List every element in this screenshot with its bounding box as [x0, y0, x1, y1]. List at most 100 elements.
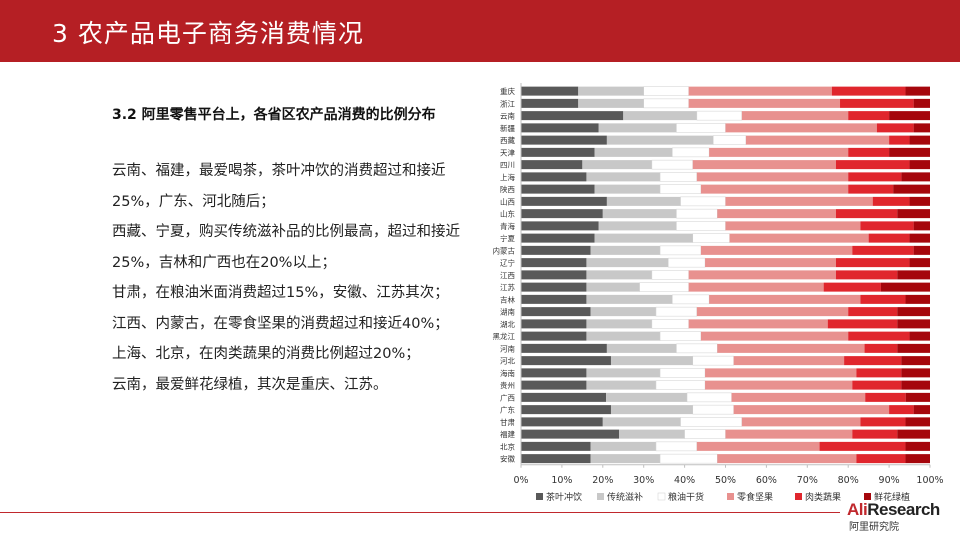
bar-segment: [521, 282, 587, 292]
header-bar: 3 农产品电子商务消费情况: [0, 0, 960, 62]
bar-segment: [848, 307, 898, 317]
category-label: 湖北: [500, 320, 515, 329]
bar-segment: [521, 221, 599, 231]
bar-segment: [840, 98, 914, 108]
bar-segment: [835, 160, 910, 170]
bar-segment: [659, 245, 702, 256]
bar-segment: [889, 135, 910, 145]
x-tick-label: 70%: [797, 475, 818, 486]
bar-segment: [901, 172, 930, 182]
legend-label: 粮油干货: [668, 491, 704, 503]
category-label: 广西: [500, 392, 515, 402]
legend-label: 肉类蔬果: [805, 491, 841, 503]
legend-label: 传统滋补: [607, 491, 643, 503]
logo-subtitle: 阿里研究院: [849, 522, 899, 533]
bar-segment: [655, 306, 698, 317]
bar-segment: [521, 184, 595, 194]
bar-segment: [606, 135, 714, 145]
bar-segment: [521, 294, 587, 304]
bar-segment: [700, 331, 849, 341]
category-label: 浙江: [500, 98, 515, 108]
description-line: 云南，最爱鲜花绿植，其次是重庆、江苏。: [112, 376, 388, 393]
bar-segment: [696, 110, 743, 121]
description-line: 江西、内蒙古，在零食坚果的消费超过和接近40%；: [112, 315, 449, 332]
bar-segment: [659, 331, 702, 341]
bar-segment: [672, 294, 710, 305]
bar-segment: [521, 172, 587, 182]
bar-segment: [651, 270, 689, 280]
bar-segment: [835, 209, 898, 219]
bar-segment: [655, 441, 698, 452]
bar-segment: [521, 429, 620, 439]
bar-segment: [651, 319, 689, 329]
bar-segment: [667, 257, 706, 268]
bar-segment: [521, 343, 607, 353]
bar-segment: [868, 233, 910, 243]
bar-segment: [521, 123, 599, 133]
bar-segment: [521, 417, 603, 427]
bar-segment: [521, 147, 595, 157]
bar-segment: [521, 380, 587, 390]
bar-segment: [521, 258, 587, 268]
bar-segment: [835, 270, 898, 280]
bar-segment: [586, 270, 652, 280]
category-label: 青海: [500, 221, 515, 231]
bar-segment: [521, 86, 579, 96]
category-label: 江西: [500, 271, 515, 280]
bar-segment: [586, 294, 673, 304]
bar-segment: [586, 258, 669, 268]
bar-segment: [686, 392, 732, 403]
bar-segment: [897, 270, 930, 280]
bar-segment: [709, 147, 849, 157]
bar-segment: [521, 331, 587, 341]
bar-segment: [909, 233, 930, 243]
bar-segment: [680, 196, 726, 207]
bar-segment: [643, 98, 689, 109]
bar-segment: [893, 184, 930, 194]
description-line: 云南、福建，最爱喝茶，茶叶冲饮的消费超过和接近25%，广东、河北随后；: [112, 163, 446, 210]
category-label: 西藏: [500, 135, 515, 145]
bar-segment: [521, 196, 607, 206]
bar-segment: [909, 196, 930, 206]
x-tick-label: 100%: [916, 475, 943, 486]
bar-segment: [852, 429, 898, 439]
bar-segment: [586, 172, 661, 182]
bar-segment: [876, 123, 914, 133]
legend-label: 茶叶冲饮: [546, 491, 582, 503]
bar-segment: [586, 282, 640, 292]
bar-segment: [594, 233, 693, 243]
category-label: 吉林: [500, 294, 515, 304]
bar-segment: [688, 319, 828, 329]
bar-segment: [705, 368, 857, 378]
legend-swatch: [597, 493, 604, 500]
category-label: 宁夏: [500, 233, 515, 243]
bar-segment: [598, 221, 677, 231]
bar-segment: [897, 429, 930, 439]
bar-segment: [731, 392, 866, 402]
category-label: 河北: [500, 357, 515, 366]
bar-segment: [913, 405, 930, 415]
category-label: 重庆: [500, 86, 515, 96]
bar-segment: [521, 135, 607, 145]
bar-segment: [717, 209, 836, 219]
bar-segment: [700, 245, 853, 255]
bar-segment: [582, 160, 652, 170]
bar-segment: [860, 417, 906, 427]
bar-segment: [823, 282, 881, 292]
bar-segment: [606, 196, 681, 206]
x-tick-label: 30%: [633, 475, 654, 486]
bar-segment: [659, 172, 698, 182]
bar-segment: [856, 368, 902, 378]
bar-segment: [897, 319, 930, 329]
bar-segment: [725, 221, 861, 231]
bar-segment: [586, 380, 656, 390]
bar-segment: [590, 307, 656, 317]
footer-divider: [0, 512, 840, 513]
bar-segment: [705, 258, 836, 268]
category-label: 江苏: [500, 282, 515, 292]
bar-segment: [725, 196, 873, 206]
bar-segment: [594, 184, 661, 194]
bar-segment: [676, 123, 726, 133]
bar-segment: [676, 208, 718, 219]
bar-segment: [688, 98, 841, 108]
